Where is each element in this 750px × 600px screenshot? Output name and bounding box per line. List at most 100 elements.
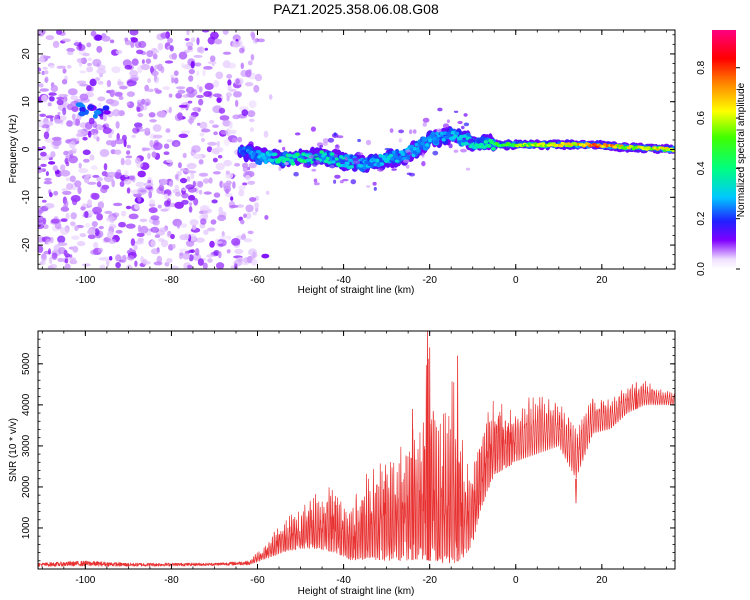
spectrogram-ridge-cell <box>364 160 370 165</box>
spectrogram-noise-cell <box>200 137 206 143</box>
colorbar-label: Normalized spectral amplitude <box>736 82 747 217</box>
spectrogram-noise-cell <box>136 49 144 55</box>
spectrogram-noise-cell <box>94 34 103 41</box>
spectrogram-ytick-label: 0 <box>21 146 32 152</box>
spectrogram-noise-cell <box>108 133 113 139</box>
spectrogram-noise-cell <box>126 79 134 87</box>
spectrogram-noise-cell <box>261 253 270 259</box>
snr-xtick-label: -20 <box>422 575 437 586</box>
spectrogram-noise-cell <box>129 70 139 77</box>
spectrogram-noise-cell <box>137 170 146 178</box>
spectrogram-noise-cell <box>141 147 151 151</box>
spectrogram-noise-cell <box>197 122 201 126</box>
spectrogram-noise-cell <box>247 110 256 118</box>
spectrogram-noise-cell <box>177 162 182 169</box>
spectrogram-noise-cell <box>73 42 81 47</box>
spectrogram-noise-cell <box>38 245 44 254</box>
spectrogram-noise-cell <box>87 57 93 61</box>
spectrogram-noise-cell <box>188 194 196 201</box>
spectrogram-noise-cell <box>168 180 174 187</box>
spectrogram-noise-cell <box>242 182 248 186</box>
spectrogram-ridge-cell <box>390 157 395 161</box>
colorbar-ticks: 0.0 0.2 0.4 0.6 0.8 <box>696 60 740 276</box>
spectrogram-noise-cell <box>206 254 214 258</box>
spectrogram-noise-cell <box>45 115 54 119</box>
spectrogram-noise-cell <box>175 191 181 197</box>
spectrogram-noise-cell <box>115 229 123 234</box>
spectrogram-scatter-cell <box>421 152 425 158</box>
spectrogram-noise-cell <box>247 60 253 66</box>
spectrogram-noise-cell <box>178 51 188 60</box>
spectrogram-noise-cell <box>153 142 163 151</box>
spectrogram-noise-cell <box>72 198 78 206</box>
spectrogram-scatter-cell <box>344 157 348 161</box>
spectrogram-ridge-cell <box>264 160 268 165</box>
spectrogram-noise-cell <box>67 150 76 154</box>
spectrogram-ridge-cell <box>398 157 402 161</box>
spectrogram-noise-cell <box>157 204 162 209</box>
spectrogram-xtick-label: -60 <box>250 275 265 286</box>
spectrogram-noise-cell <box>203 91 212 97</box>
spectrogram-noise-cell <box>44 76 49 83</box>
spectrogram-scatter-cell <box>278 166 282 172</box>
spectrogram-noise-cell <box>166 257 173 264</box>
spectrogram-noise-cell <box>149 140 154 148</box>
spectrogram-ridge-cell <box>255 149 262 154</box>
spectrogram-ridge-cell <box>391 150 396 154</box>
colorbar-tick-label: 0.8 <box>696 60 707 74</box>
spectrogram-ridge-cell <box>393 154 398 158</box>
spectrogram-noise-cell <box>156 255 163 264</box>
spectrogram-noise-cell <box>85 173 92 178</box>
spectrogram-ridge-cell <box>411 153 416 158</box>
spectrogram-noise-cell <box>48 248 51 255</box>
spectrogram-noise-cell <box>38 57 45 63</box>
spectrogram-noise-cell <box>212 124 219 128</box>
spectrogram-noise-cell <box>111 179 116 188</box>
spectrogram-noise-cell <box>56 99 64 106</box>
spectrogram-noise-cell <box>112 202 123 207</box>
spectrogram-noise-cell <box>223 241 227 246</box>
spectrogram-scatter-cell <box>308 154 314 159</box>
spectrogram-noise-cell <box>186 86 195 94</box>
spectrogram-noise-cell <box>142 258 148 265</box>
spectrogram-noise-cell <box>52 40 60 49</box>
spectrogram-noise-cell <box>245 174 251 181</box>
spectrogram-noise-cell <box>83 175 90 183</box>
spectrogram-ridge-cell <box>339 155 344 159</box>
spectrogram-scatter-cell <box>334 174 341 179</box>
spectrogram-noise-cell <box>80 206 86 211</box>
spectrogram-ridge-cell <box>262 156 267 160</box>
spectrogram-noise-cell <box>149 119 157 123</box>
spectrogram-noise-cell <box>93 133 98 140</box>
spectrogram-noise-cell <box>192 253 202 261</box>
spectrogram-noise-cell <box>222 51 232 55</box>
spectrogram-noise-cell <box>97 247 103 253</box>
spectrogram-noise-cell <box>215 241 223 244</box>
spectrogram-noise-cell <box>38 209 44 214</box>
spectrogram-noise-cell <box>98 126 105 131</box>
spectrogram-noise-cell <box>69 175 76 183</box>
spectrogram-noise-cell <box>193 54 203 58</box>
colorbar-tick-label: 0.6 <box>696 111 707 125</box>
spectrogram-noise-cell <box>64 258 69 264</box>
spectrogram-noise-cell <box>106 171 117 177</box>
spectrogram-noise-cell <box>210 219 217 225</box>
spectrogram-xtick-label: 20 <box>596 275 608 286</box>
spectrogram-noise-cell <box>66 120 73 127</box>
spectrogram-noise-cell <box>204 82 214 90</box>
spectrogram-blob-cell <box>92 113 98 119</box>
spectrogram-noise-cell <box>115 262 121 269</box>
spectrogram-noise-cell <box>215 71 224 80</box>
spectrogram-noise-cell <box>231 137 238 143</box>
spectrogram-noise-cell <box>152 53 158 60</box>
spectrogram-noise-cell <box>62 107 67 116</box>
spectrogram-noise-cell <box>238 189 245 197</box>
spectrogram-noise-cell <box>76 58 84 63</box>
spectrogram-noise-cell <box>38 119 44 128</box>
snr-xlabel: Height of straight line (km) <box>298 586 415 597</box>
spectrogram-noise-cell <box>97 96 106 102</box>
spectrogram-scatter-cell <box>412 129 417 134</box>
spectrogram-scatter-cell <box>407 151 413 155</box>
spectrogram-noise-cell <box>188 206 193 213</box>
